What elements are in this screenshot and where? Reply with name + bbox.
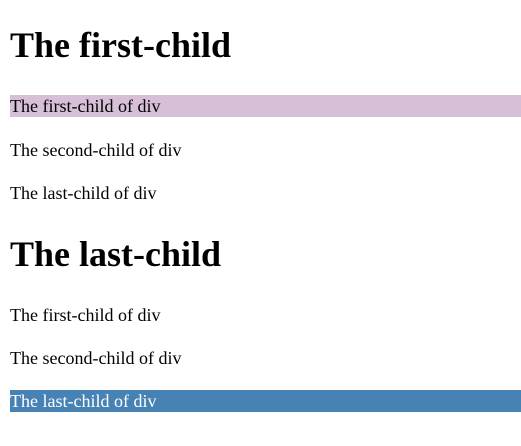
paragraph-last-child: The last-child of div — [10, 183, 157, 203]
section-heading: The first-child — [10, 25, 231, 65]
paragraph-first-child: The first-child of div — [10, 95, 521, 117]
paragraph-last-child: The last-child of div — [10, 390, 521, 412]
paragraph-second-child: The second-child of div — [10, 140, 182, 160]
paragraph-second-child: The second-child of div — [10, 348, 182, 368]
section-heading: The last-child — [10, 234, 222, 274]
paragraph-first-child: The first-child of div — [10, 305, 161, 325]
